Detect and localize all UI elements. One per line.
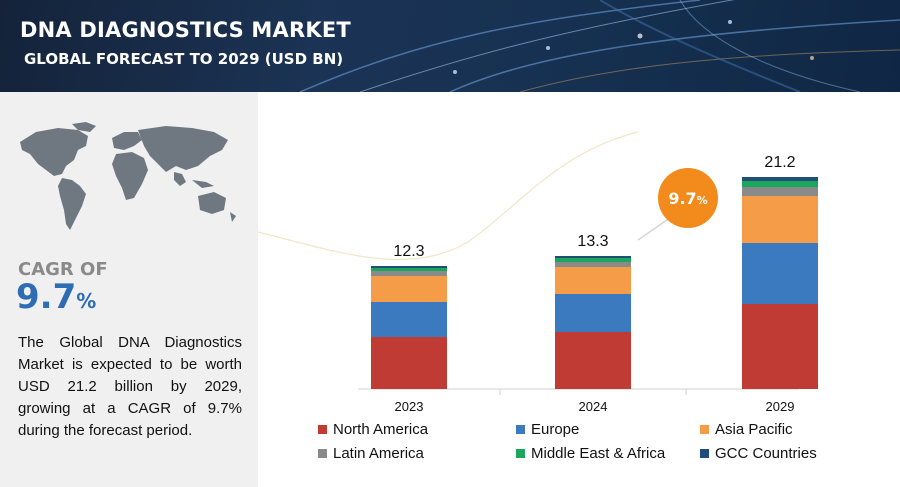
bar-segment — [555, 256, 631, 258]
legend-swatch — [318, 449, 327, 458]
bar-segment — [555, 267, 631, 294]
legend-item: North America — [318, 421, 428, 438]
legend-label: Latin America — [333, 445, 424, 462]
bar-segment — [742, 181, 818, 187]
legend-item: GCC Countries — [700, 445, 817, 462]
bar-segment — [371, 266, 447, 268]
cagr-value: 9.7 — [16, 277, 77, 317]
bar-segment — [555, 332, 631, 389]
summary-panel: CAGR OF 9.7% The Global DNA Diagnostics … — [0, 92, 258, 487]
bar-segment — [742, 177, 818, 181]
bar-segment — [555, 258, 631, 262]
page-subtitle: GLOBAL FORECAST TO 2029 (USD BN) — [24, 50, 344, 68]
legend-item: Middle East & Africa — [516, 445, 665, 462]
cagr-highlight: 9.7% — [16, 277, 96, 317]
cagr-badge-circle — [658, 168, 718, 228]
legend-label: Europe — [531, 421, 580, 438]
bar-segment — [555, 262, 631, 267]
legend-swatch — [516, 425, 525, 434]
legend-swatch — [700, 425, 709, 434]
legend-label: Asia Pacific — [715, 421, 793, 438]
bar-segment — [742, 304, 818, 389]
x-tick-label: 2024 — [579, 399, 608, 414]
legend-item: Europe — [516, 421, 579, 438]
bar-segment — [371, 276, 447, 302]
market-description: The Global DNA Diagnostics Market is exp… — [18, 334, 242, 439]
page-title: DNA DIAGNOSTICS MARKET — [20, 18, 351, 42]
cagr-badge: 9.7% — [658, 168, 718, 228]
decorative-curve — [258, 131, 639, 261]
legend-label: GCC Countries — [715, 445, 817, 462]
bar-segment — [371, 268, 447, 271]
legend-swatch — [516, 449, 525, 458]
fiber-background — [299, 0, 900, 92]
cagr-label: CAGR OF — [18, 259, 108, 280]
legend-swatch — [318, 425, 327, 434]
legend-item: Latin America — [318, 445, 424, 462]
bar-segment — [742, 196, 818, 243]
bar-segment — [742, 187, 818, 196]
bar-segment — [371, 271, 447, 276]
legend-swatch — [700, 449, 709, 458]
x-tick-label: 2023 — [395, 399, 424, 414]
legend-item: Asia Pacific — [700, 421, 793, 438]
chart-legend: North America Europe Asia Pacific Latin Ame… — [318, 421, 838, 471]
bar-total-label: 12.3 — [393, 243, 424, 260]
bar-segment — [371, 337, 447, 389]
cagr-unit: % — [76, 289, 97, 313]
header-banner: DNA DIAGNOSTICS MARKET GLOBAL FORECAST T… — [0, 0, 900, 92]
bar-segment — [555, 294, 631, 332]
world-map-icon — [20, 122, 236, 230]
stacked-bar-chart: 12.3 2023 13.3 2024 21.2 2029 9.7% — [258, 131, 818, 414]
legend-label: North America — [333, 421, 429, 438]
bar-total-label: 13.3 — [577, 233, 608, 250]
x-tick-label: 2029 — [766, 399, 795, 414]
cagr-badge-text: 9.7% — [668, 189, 707, 208]
bar-segment — [742, 243, 818, 304]
bar-total-label: 21.2 — [764, 154, 795, 171]
bar-segment — [371, 302, 447, 337]
legend-label: Middle East & Africa — [531, 445, 666, 462]
